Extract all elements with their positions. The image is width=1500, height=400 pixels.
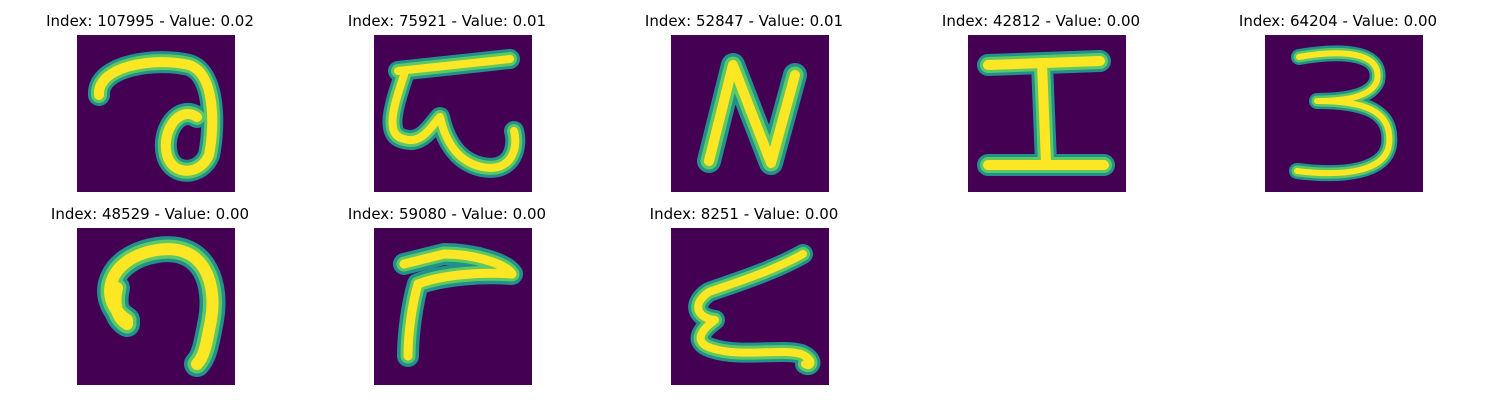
panel-title: Index: 107995 - Value: 0.02 bbox=[46, 12, 254, 30]
image-panel: Index: 75921 - Value: 0.01 bbox=[297, 0, 597, 200]
glyph-N-image bbox=[697, 53, 807, 175]
glyph-image bbox=[374, 35, 532, 192]
panel-title: Index: 8251 - Value: 0.00 bbox=[649, 205, 839, 223]
image-panel: Index: 48529 - Value: 0.00 bbox=[0, 193, 300, 393]
glyph-image bbox=[1265, 35, 1423, 192]
panel-title: Index: 59080 - Value: 0.00 bbox=[347, 205, 547, 223]
panel-title: Index: 52847 - Value: 0.01 bbox=[644, 12, 844, 30]
glyph-3-image bbox=[1289, 45, 1398, 182]
image-panel: Index: 64204 - Value: 0.00 bbox=[1188, 0, 1488, 200]
glyph-image bbox=[77, 228, 235, 385]
panel-title: Index: 64204 - Value: 0.00 bbox=[1238, 12, 1438, 30]
panel-title: Index: 42812 - Value: 0.00 bbox=[941, 12, 1141, 30]
image-panel: Index: 52847 - Value: 0.01 bbox=[594, 0, 894, 200]
glyph-image bbox=[671, 35, 829, 192]
glyph-r-image bbox=[393, 243, 523, 367]
image-panel: Index: 59080 - Value: 0.00 bbox=[297, 193, 597, 393]
glyph-image bbox=[77, 35, 235, 192]
panel-title: Index: 75921 - Value: 0.01 bbox=[347, 12, 547, 30]
glyph-hook-image bbox=[97, 236, 226, 377]
glyph-image bbox=[374, 228, 532, 385]
image-panel: Index: 107995 - Value: 0.02 bbox=[0, 0, 300, 200]
glyph-z-image bbox=[688, 244, 821, 375]
glyph-w-bar-image bbox=[382, 49, 526, 178]
glyph-image bbox=[968, 35, 1126, 192]
glyph-I-image bbox=[977, 50, 1115, 176]
panel-title: Index: 48529 - Value: 0.00 bbox=[50, 205, 250, 223]
glyph-a-loop-image bbox=[88, 51, 224, 182]
glyph-image bbox=[671, 228, 829, 385]
image-panel: Index: 8251 - Value: 0.00 bbox=[594, 193, 894, 393]
image-panel: Index: 42812 - Value: 0.00 bbox=[891, 0, 1191, 200]
